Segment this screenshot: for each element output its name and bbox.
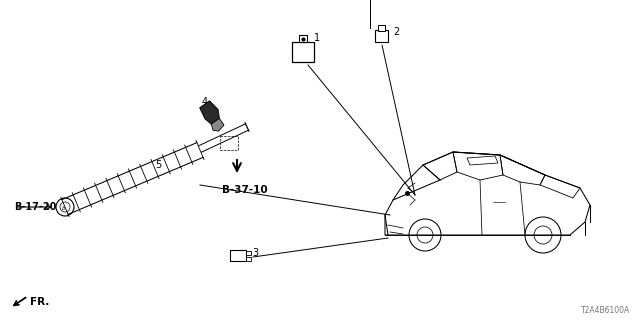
Text: T2A4B6100A: T2A4B6100A [580, 306, 630, 315]
Text: 3: 3 [252, 248, 258, 258]
Text: 2: 2 [393, 27, 399, 37]
FancyBboxPatch shape [375, 30, 388, 42]
Text: b: b [62, 205, 66, 211]
FancyBboxPatch shape [230, 250, 246, 261]
Text: 4: 4 [202, 97, 208, 107]
FancyBboxPatch shape [378, 25, 385, 31]
Text: FR.: FR. [30, 297, 49, 307]
FancyBboxPatch shape [292, 42, 314, 62]
Text: 1: 1 [314, 33, 320, 43]
FancyBboxPatch shape [299, 35, 307, 42]
Polygon shape [211, 118, 224, 131]
Polygon shape [200, 101, 220, 124]
Text: B-37-10: B-37-10 [222, 185, 268, 195]
FancyBboxPatch shape [246, 251, 251, 255]
Text: 5: 5 [155, 160, 161, 170]
FancyBboxPatch shape [246, 257, 251, 261]
Text: B-17-20: B-17-20 [14, 202, 56, 212]
